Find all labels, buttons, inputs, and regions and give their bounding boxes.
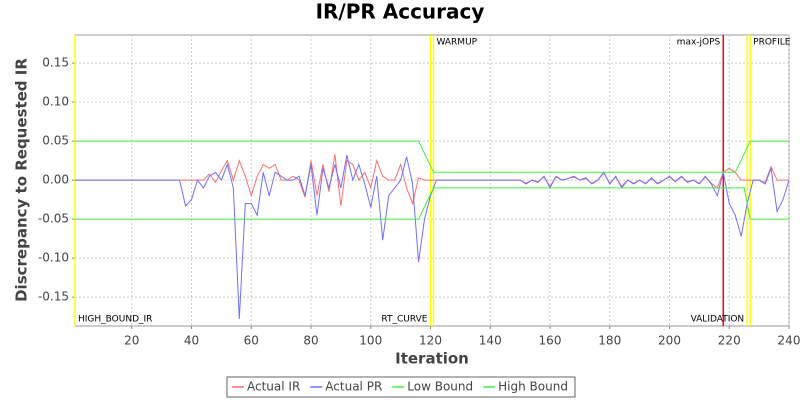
x-tick-label: 160 (539, 334, 562, 348)
x-tick-label: 120 (419, 334, 442, 348)
legend-label: Actual IR (247, 380, 300, 394)
x-tick-label: 240 (778, 334, 800, 348)
marker-label: PROFILE (753, 38, 791, 48)
x-tick-label: 140 (479, 334, 502, 348)
x-tick-label: 200 (658, 334, 681, 348)
x-tick-label: 40 (184, 334, 199, 348)
x-tick-label: 180 (598, 334, 621, 348)
marker-label: VALIDATION (691, 315, 745, 325)
series-line (75, 155, 790, 320)
y-tick-label: 0.15 (42, 56, 69, 70)
y-tick-label: -0.05 (38, 212, 69, 226)
x-axis-label: Iteration (395, 350, 469, 368)
y-tick-label: 0.05 (42, 134, 69, 148)
y-tick-label: -0.10 (38, 251, 69, 265)
x-tick-label: 20 (124, 334, 139, 348)
legend-label: Low Bound (407, 380, 473, 394)
legend-label: Actual PR (325, 380, 382, 394)
y-tick-label: 0.00 (42, 173, 69, 187)
x-tick-label: 60 (244, 334, 259, 348)
y-axis-label: Discrepancy to Requested IR (13, 58, 31, 302)
marker-label: WARMUP (436, 38, 477, 48)
series-line (75, 187, 789, 220)
marker-label: max-jOPS (677, 38, 721, 48)
y-tick-label: 0.10 (42, 95, 69, 109)
x-tick-label: 100 (359, 334, 382, 348)
legend-label: High Bound (498, 380, 568, 394)
x-tick-label: 220 (718, 334, 741, 348)
y-tick-label: -0.15 (38, 290, 69, 304)
marker-label: RT_CURVE (381, 315, 427, 325)
series-line (75, 140, 789, 173)
x-tick-label: 80 (303, 334, 318, 348)
marker-label: HIGH_BOUND_IR (78, 315, 152, 325)
chart-title: IR/PR Accuracy (316, 0, 485, 24)
